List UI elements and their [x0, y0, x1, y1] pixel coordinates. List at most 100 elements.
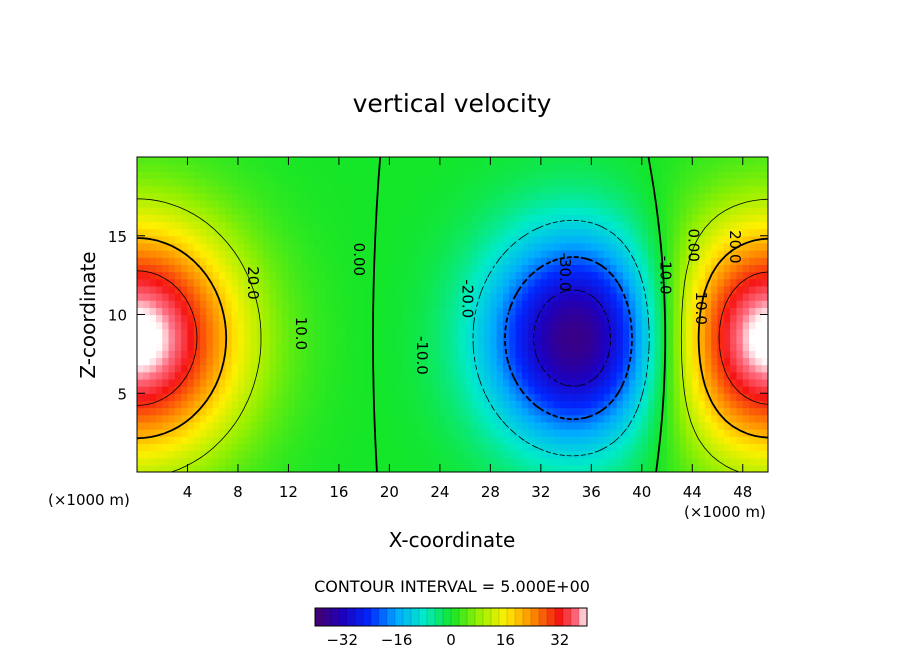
heatmap-cell — [439, 350, 447, 359]
heatmap-cell — [263, 400, 271, 409]
heatmap-cell — [212, 328, 220, 337]
heatmap-cell — [275, 407, 283, 416]
heatmap-cell — [219, 443, 226, 452]
heatmap-cell — [528, 364, 536, 373]
heatmap-cell — [673, 278, 681, 287]
heatmap-cell — [383, 157, 390, 165]
heatmap-cell — [660, 335, 668, 344]
heatmap-cell — [559, 278, 567, 287]
heatmap-cell — [572, 300, 580, 308]
heatmap-cell — [231, 364, 239, 373]
heatmap-cell — [420, 178, 428, 187]
heatmap-cell — [717, 443, 725, 452]
heatmap-cell — [376, 307, 384, 316]
heatmap-cell — [427, 293, 435, 301]
contour-label: -10.0 — [657, 256, 675, 295]
heatmap-cell — [521, 343, 529, 351]
heatmap-cell — [597, 257, 605, 265]
heatmap-cell — [143, 235, 151, 244]
heatmap-cell — [364, 443, 372, 452]
heatmap-cell — [288, 386, 296, 394]
heatmap-cell — [610, 357, 618, 366]
heatmap-cell — [673, 328, 681, 337]
heatmap-cell — [603, 386, 611, 394]
heatmap-cell — [225, 300, 233, 308]
heatmap-cell — [357, 164, 365, 172]
heatmap-cell — [225, 157, 233, 165]
chart-title: vertical velocity — [353, 89, 552, 118]
heatmap-cell — [370, 235, 378, 244]
heatmap-cell — [370, 214, 378, 223]
heatmap-cell — [294, 436, 302, 444]
heatmap-cell — [351, 164, 359, 172]
heatmap-cell — [717, 357, 725, 366]
heatmap-cell — [736, 429, 744, 437]
heatmap-cell — [528, 278, 536, 287]
heatmap-cell — [225, 386, 233, 394]
heatmap-cell — [591, 242, 599, 251]
heatmap-cell — [717, 321, 725, 330]
heatmap-cell — [237, 293, 245, 301]
heatmap-cell — [730, 378, 738, 387]
heatmap-cell — [137, 314, 144, 323]
heatmap-cell — [288, 257, 296, 265]
heatmap-cell — [250, 350, 258, 359]
heatmap-cell — [679, 364, 687, 373]
heatmap-cell — [225, 357, 233, 366]
heatmap-cell — [528, 400, 536, 409]
heatmap-cell — [477, 242, 485, 251]
heatmap-cell — [603, 214, 611, 223]
heatmap-cell — [206, 357, 214, 366]
heatmap-cell — [219, 192, 226, 201]
heatmap-cell — [389, 257, 397, 265]
heatmap-cell — [616, 328, 624, 337]
heatmap-cell — [219, 335, 226, 344]
heatmap-cell — [275, 185, 283, 194]
heatmap-cell — [282, 450, 290, 459]
heatmap-cell — [730, 221, 738, 230]
heatmap-cell — [597, 214, 605, 223]
heatmap-cell — [307, 321, 315, 330]
heatmap-cell — [711, 457, 719, 466]
heatmap-cell — [755, 293, 763, 301]
heatmap-cell — [162, 250, 170, 258]
heatmap-cell — [200, 378, 208, 387]
heatmap-cell — [704, 443, 712, 452]
heatmap-cell — [477, 285, 485, 294]
heatmap-cell — [641, 207, 649, 215]
heatmap-cell — [534, 350, 542, 359]
heatmap-cell — [648, 378, 656, 387]
heatmap-cell — [622, 457, 630, 466]
heatmap-cell — [269, 271, 277, 280]
heatmap-cell — [402, 278, 409, 287]
heatmap-cell — [313, 429, 321, 437]
heatmap-cell — [231, 464, 239, 472]
heatmap-cell — [692, 242, 700, 251]
heatmap-cell — [137, 278, 144, 287]
heatmap-cell — [269, 321, 277, 330]
heatmap-cell — [679, 214, 687, 223]
heatmap-cell — [187, 307, 195, 316]
heatmap-cell — [294, 293, 302, 301]
heatmap-cell — [629, 371, 637, 380]
heatmap-cell — [711, 429, 719, 437]
heatmap-cell — [547, 429, 555, 437]
heatmap-cell — [338, 300, 346, 308]
colorbar-swatch — [395, 608, 404, 626]
heatmap-cell — [313, 192, 321, 201]
heatmap-cell — [610, 414, 618, 423]
heatmap-cell — [635, 293, 643, 301]
heatmap-cell — [547, 264, 555, 273]
heatmap-cell — [685, 178, 693, 187]
heatmap-cell — [357, 293, 365, 301]
heatmap-cell — [313, 185, 321, 194]
heatmap-cell — [326, 214, 334, 223]
heatmap-cell — [402, 421, 409, 430]
heatmap-cell — [761, 386, 768, 394]
heatmap-cell — [484, 328, 491, 337]
heatmap-cell — [338, 221, 346, 230]
heatmap-cell — [427, 450, 435, 459]
heatmap-cell — [225, 257, 233, 265]
heatmap-cell — [439, 271, 447, 280]
heatmap-cell — [742, 414, 750, 423]
